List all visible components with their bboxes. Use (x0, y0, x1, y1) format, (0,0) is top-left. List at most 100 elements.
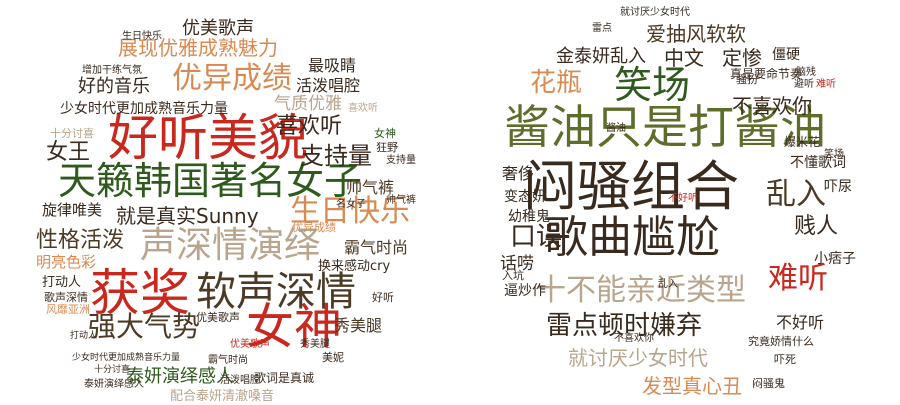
word: 获奖 (90, 264, 190, 322)
word: 不好听 (668, 193, 698, 204)
word: 狂野 (376, 141, 398, 154)
word: 笑场 (614, 63, 691, 107)
word: 吓死 (774, 353, 796, 366)
word: 增加干练气氛 (82, 65, 142, 76)
word: 小痞子 (814, 251, 856, 267)
word: 骚扮 (736, 73, 758, 86)
word: 难听 (768, 261, 828, 296)
word: 酱油 (606, 123, 626, 134)
word: 就讨厌少女时代 (620, 7, 690, 18)
word: 乱入 (766, 177, 826, 212)
word: 支持量 (386, 155, 416, 166)
word: 入坑 (502, 269, 524, 282)
word: 变态妍 (504, 189, 546, 205)
word: 强大气势 (88, 310, 201, 343)
word: 软声深情 (196, 269, 356, 315)
word: 女神 (246, 299, 343, 355)
word: 酱油只是打酱油 (504, 100, 826, 154)
word: 乱入 (658, 279, 678, 290)
word: 优异成绩 (292, 221, 336, 234)
word: 贱人 (794, 214, 839, 239)
word: 十分讨喜 (94, 365, 131, 375)
word: 明亮色彩 (36, 253, 97, 271)
word: 爱抽风软软 (646, 22, 746, 46)
word: 奢侈 (502, 164, 535, 183)
word: 逼炒作 (504, 283, 546, 299)
word: 歌声深情 (44, 291, 88, 304)
word: 闷骚鬼 (752, 377, 785, 390)
right-word-cloud: 闷骚组合 歌曲尴尬 酱油只是打酱油 笑场 十不能亲近类型 雷点顿时嫌弃 难听 乱… (450, 0, 900, 405)
word: 定惨 (722, 46, 762, 70)
word: 天籁韩国著名女子 (58, 159, 363, 203)
word: 女王 (46, 140, 91, 165)
word: 吓尿 (824, 179, 852, 195)
word: 少女时代更加成熟音乐力量 (72, 353, 181, 363)
word: 就是真实Sunny (116, 204, 259, 228)
word: 难听 (816, 79, 836, 90)
word: 脑残 (796, 67, 816, 78)
word: 闷骚组合 (523, 155, 739, 218)
word: 女神 (374, 127, 396, 140)
word: 金泰妍乱入 (556, 46, 646, 67)
word: 不懂歌词 (790, 155, 846, 171)
left-word-cloud: 好听美貌 获奖 女神 软声深情 天籁韩国著名女子 声深情演绎 优异成绩 生日快乐… (36, 18, 416, 404)
word: 少女时代更加成熟音乐力量 (60, 101, 228, 117)
word: 秀美腿 (334, 316, 383, 335)
word: 帅气裤 (386, 195, 416, 206)
word: 优美歌声 (196, 311, 240, 324)
word: 真是要命节奏 (730, 67, 803, 81)
word: 歌词是真诚 (254, 371, 315, 385)
word: 避听 (794, 79, 814, 90)
word: 不喜欢你 (732, 94, 812, 118)
word: 泰妍演绎感人 (84, 379, 144, 390)
word: 旋律唯美 (42, 201, 103, 219)
word: 十不能亲近类型 (536, 273, 746, 308)
word: 究竟娇情什么 (748, 335, 814, 348)
word: 僵硬 (772, 47, 800, 63)
word: 喜欢听 (276, 114, 343, 139)
word: 花瓶 (530, 68, 583, 98)
word: 就讨厌少女时代 (568, 346, 708, 370)
word: 霸气时尚 (208, 355, 248, 366)
word: 泰妍演绎感人 (126, 366, 234, 387)
word: 活泼唱腔 (296, 76, 361, 95)
word: 话唠 (500, 254, 534, 274)
word: 爆米花 (784, 135, 821, 149)
word: 换来感动cry (318, 259, 391, 274)
word: 雷点 (592, 23, 612, 34)
word: 秀美腿 (300, 339, 330, 350)
word: 口误 (510, 222, 563, 252)
word: 最吸睛 (308, 56, 357, 75)
word: 展现优雅成熟魅力 (118, 36, 278, 60)
word: 好听 (372, 291, 394, 304)
word: 生日快乐 (122, 31, 162, 42)
word: 十分讨喜 (50, 127, 94, 140)
word: 帅气裤 (346, 178, 395, 197)
word: 霸气时尚 (344, 238, 409, 257)
word: 优美歌声 (230, 339, 270, 350)
word: 好的音乐 (78, 76, 150, 97)
word: 生日快乐 (290, 194, 410, 229)
word: 歌曲尴尬 (544, 212, 720, 263)
word: 支持量 (300, 142, 372, 170)
word: 优异成绩 (172, 61, 292, 96)
word: 风靡亚洲 (46, 303, 90, 316)
word: 优美歌声 (182, 18, 254, 39)
word: 打动人 (42, 275, 82, 290)
word: 性格活泼 (36, 228, 125, 253)
word: 气质优雅 (274, 94, 342, 114)
word: 雷点顿时嫌弃 (546, 311, 703, 341)
word: 笑场 (824, 149, 844, 160)
word: 打动人 (70, 331, 98, 341)
word: 美妮 (322, 351, 344, 364)
word: 名女子 (336, 199, 366, 210)
word: 不好听 (776, 313, 825, 332)
word: 中文 (664, 46, 704, 70)
word: 幼稚鬼 (508, 209, 550, 225)
word: 不喜欢你 (614, 333, 654, 344)
word: 活泼唱腔 (220, 375, 260, 386)
word: 好听美貌 (108, 109, 308, 167)
word: 喜欢听 (348, 103, 378, 114)
word: 声深情演绎 (140, 225, 321, 266)
word: 发型真心丑 (642, 374, 742, 398)
